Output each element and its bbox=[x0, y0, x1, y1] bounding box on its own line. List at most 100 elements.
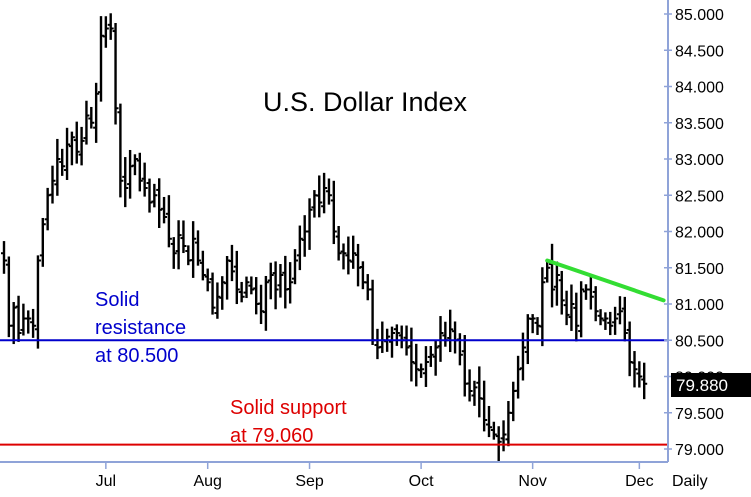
price-bar bbox=[20, 303, 27, 336]
price-bar bbox=[364, 274, 371, 301]
price-bar bbox=[107, 13, 114, 40]
y-tick-label: 79.500 bbox=[675, 406, 724, 423]
price-bar bbox=[272, 261, 279, 310]
price-bar bbox=[359, 261, 366, 290]
resistance-annotation-line-1: Solid bbox=[95, 289, 139, 311]
price-bar bbox=[641, 362, 648, 400]
y-tick-label: 84.500 bbox=[675, 43, 724, 60]
price-bar bbox=[389, 326, 395, 358]
price-bar bbox=[39, 217, 46, 267]
y-tick-label: 83.000 bbox=[675, 152, 724, 169]
support-annotation-line-2: at 79.060 bbox=[230, 425, 313, 447]
price-bar bbox=[311, 190, 318, 218]
x-tick-label: Dec bbox=[625, 473, 653, 490]
resistance-annotation-line-3: at 80.500 bbox=[95, 345, 178, 367]
price-bar bbox=[461, 334, 468, 397]
price-bar bbox=[102, 16, 109, 48]
price-bar bbox=[568, 284, 575, 331]
price-bar bbox=[330, 180, 337, 245]
price-bar bbox=[228, 244, 235, 282]
price-bar bbox=[626, 321, 633, 377]
price-bar bbox=[597, 309, 604, 326]
y-tick-label: 79.000 bbox=[675, 442, 724, 459]
resistance-annotation: Solid resistance at 80.500 bbox=[95, 289, 186, 367]
chart-title: U.S. Dollar Index bbox=[263, 87, 468, 117]
price-bar bbox=[253, 277, 260, 315]
y-tick-label: 80.500 bbox=[675, 333, 724, 350]
price-bar bbox=[165, 195, 172, 248]
y-tick-label: 81.500 bbox=[675, 261, 724, 278]
price-bar bbox=[49, 165, 56, 204]
price-bar bbox=[355, 243, 362, 287]
price-bar bbox=[515, 355, 522, 399]
price-bar bbox=[427, 345, 434, 367]
price-bar bbox=[224, 256, 231, 300]
price-bar bbox=[195, 230, 201, 266]
price-bar bbox=[558, 270, 565, 315]
price-bar bbox=[563, 290, 570, 326]
price-bar bbox=[292, 249, 298, 285]
price-bar bbox=[510, 381, 517, 422]
price-bar bbox=[59, 148, 66, 176]
price-bar bbox=[170, 237, 177, 269]
price-bar bbox=[88, 106, 95, 129]
price-bar bbox=[209, 272, 216, 315]
price-bar bbox=[180, 220, 187, 254]
price-bar bbox=[325, 178, 332, 205]
price-bar bbox=[267, 262, 274, 300]
price-bar bbox=[296, 225, 303, 271]
price-bar bbox=[141, 162, 148, 197]
price-bar bbox=[340, 243, 347, 270]
last-price-box bbox=[671, 373, 751, 397]
price-bar bbox=[432, 340, 439, 376]
price-bar bbox=[316, 175, 323, 218]
price-bar bbox=[151, 183, 158, 208]
price-bar bbox=[612, 306, 619, 335]
price-bar bbox=[456, 333, 463, 366]
price-bar bbox=[447, 309, 454, 353]
price-bar bbox=[636, 361, 643, 388]
price-bar bbox=[10, 302, 17, 345]
price-bars bbox=[1, 13, 648, 462]
price-bar bbox=[418, 363, 425, 378]
price-bar bbox=[219, 276, 226, 310]
price-bar bbox=[30, 308, 37, 338]
price-bar bbox=[631, 351, 638, 388]
price-bar bbox=[578, 281, 585, 338]
price-bar bbox=[587, 276, 594, 310]
price-bar bbox=[592, 286, 599, 322]
y-tick-label: 85.000 bbox=[675, 7, 724, 24]
price-bar bbox=[78, 126, 85, 166]
price-bar bbox=[262, 275, 269, 331]
price-bar bbox=[238, 281, 245, 303]
price-bar bbox=[549, 243, 556, 308]
price-bar bbox=[553, 261, 560, 306]
price-bar bbox=[277, 264, 284, 298]
price-bar bbox=[175, 220, 182, 270]
support-annotation: Solid support at 79.060 bbox=[230, 397, 347, 447]
y-tick-label: 84.000 bbox=[675, 80, 724, 97]
price-bar bbox=[466, 369, 473, 402]
x-axis-ticks: Jul Aug Sep Oct Nov Dec bbox=[96, 462, 654, 490]
price-bar bbox=[529, 314, 536, 334]
x-tick-label: Nov bbox=[518, 473, 546, 490]
price-bar bbox=[64, 127, 71, 180]
price-bar bbox=[345, 236, 352, 275]
price-bar bbox=[156, 178, 163, 229]
price-bar bbox=[301, 215, 308, 257]
price-bar bbox=[131, 154, 138, 176]
support-annotation-line-1: Solid support bbox=[230, 397, 347, 419]
resistance-annotation-line-2: resistance bbox=[95, 317, 186, 339]
price-bar bbox=[481, 380, 488, 432]
price-bar bbox=[490, 421, 497, 440]
price-bar bbox=[34, 255, 41, 349]
price-bar bbox=[15, 295, 22, 342]
price-bar bbox=[117, 103, 124, 198]
price-bar bbox=[437, 316, 444, 362]
price-bar bbox=[452, 321, 459, 354]
price-bar bbox=[369, 279, 376, 346]
price-bar bbox=[1, 241, 7, 274]
price-bar bbox=[98, 16, 104, 102]
price-bar bbox=[335, 226, 342, 261]
price-bar bbox=[204, 268, 211, 292]
